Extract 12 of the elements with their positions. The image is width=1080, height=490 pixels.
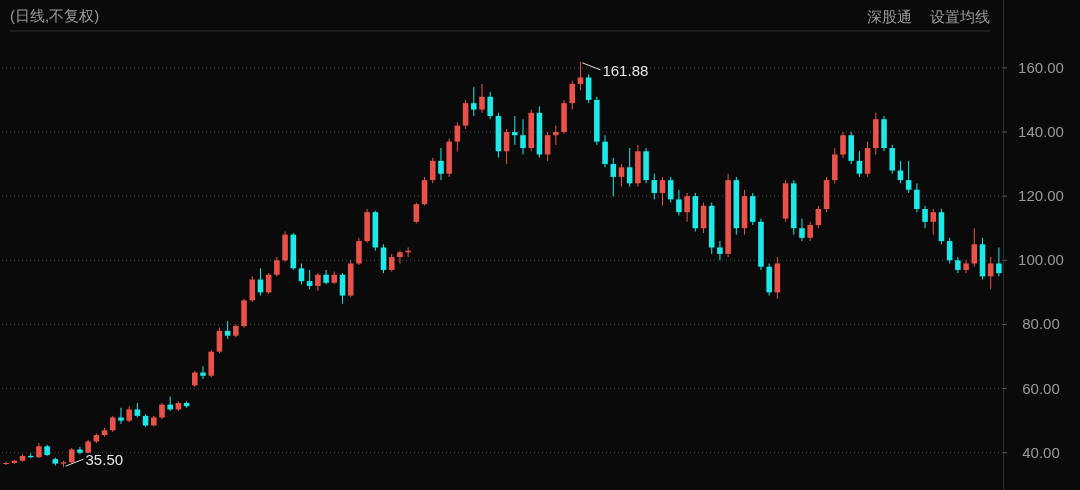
- y-tick-label: 160.00: [1018, 58, 1064, 76]
- y-tick-label: 80.00: [1022, 315, 1060, 333]
- annotation: 161.88: [602, 61, 649, 79]
- y-tick-label: 60.00: [1022, 379, 1060, 397]
- text: 深股通: [867, 8, 912, 25]
- y-tick-label: 40.00: [1022, 443, 1060, 461]
- text: 设置均线: [930, 8, 990, 25]
- y-tick-label: 100.00: [1018, 251, 1064, 269]
- annotation: 35.50: [85, 451, 124, 469]
- y-tick-label: 140.00: [1018, 123, 1064, 141]
- chart-title: (日线,不复权): [10, 7, 100, 24]
- y-tick-label: 120.00: [1018, 187, 1064, 205]
